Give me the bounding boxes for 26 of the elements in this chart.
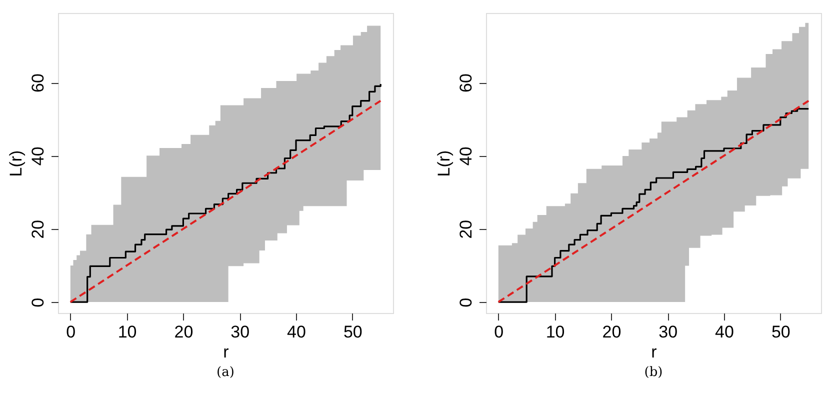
x-axis-title: r <box>651 342 658 362</box>
x-tick-label: 50 <box>343 322 362 342</box>
x-tick-label: 50 <box>771 322 790 342</box>
x-tick-label: 10 <box>118 322 137 342</box>
y-tick-label: 40 <box>28 146 48 166</box>
y-tick-label: 60 <box>456 74 476 92</box>
y-axis-title: L(r) <box>6 150 26 177</box>
x-tick-label: 40 <box>715 322 734 342</box>
y-tick-label: 0 <box>456 298 476 308</box>
y-tick-label: 20 <box>28 220 48 239</box>
y-tick-label: 0 <box>28 298 48 308</box>
x-tick-label: 30 <box>658 322 678 342</box>
y-tick-label: 20 <box>456 220 476 239</box>
y-tick-label: 40 <box>456 146 476 166</box>
x-tick-label: 10 <box>546 322 565 342</box>
x-tick-label: 0 <box>66 322 76 342</box>
x-tick-label: 40 <box>287 322 306 342</box>
x-tick-label: 20 <box>174 322 194 342</box>
x-tick-label: 0 <box>494 322 504 342</box>
x-axis-title: r <box>223 342 230 362</box>
text: (a) <box>216 365 234 380</box>
x-tick-label: 20 <box>602 322 622 342</box>
y-axis-title: L(r) <box>434 150 454 177</box>
text: (b) <box>644 365 663 380</box>
y-tick-label: 60 <box>28 74 48 92</box>
x-tick-label: 30 <box>230 322 250 342</box>
